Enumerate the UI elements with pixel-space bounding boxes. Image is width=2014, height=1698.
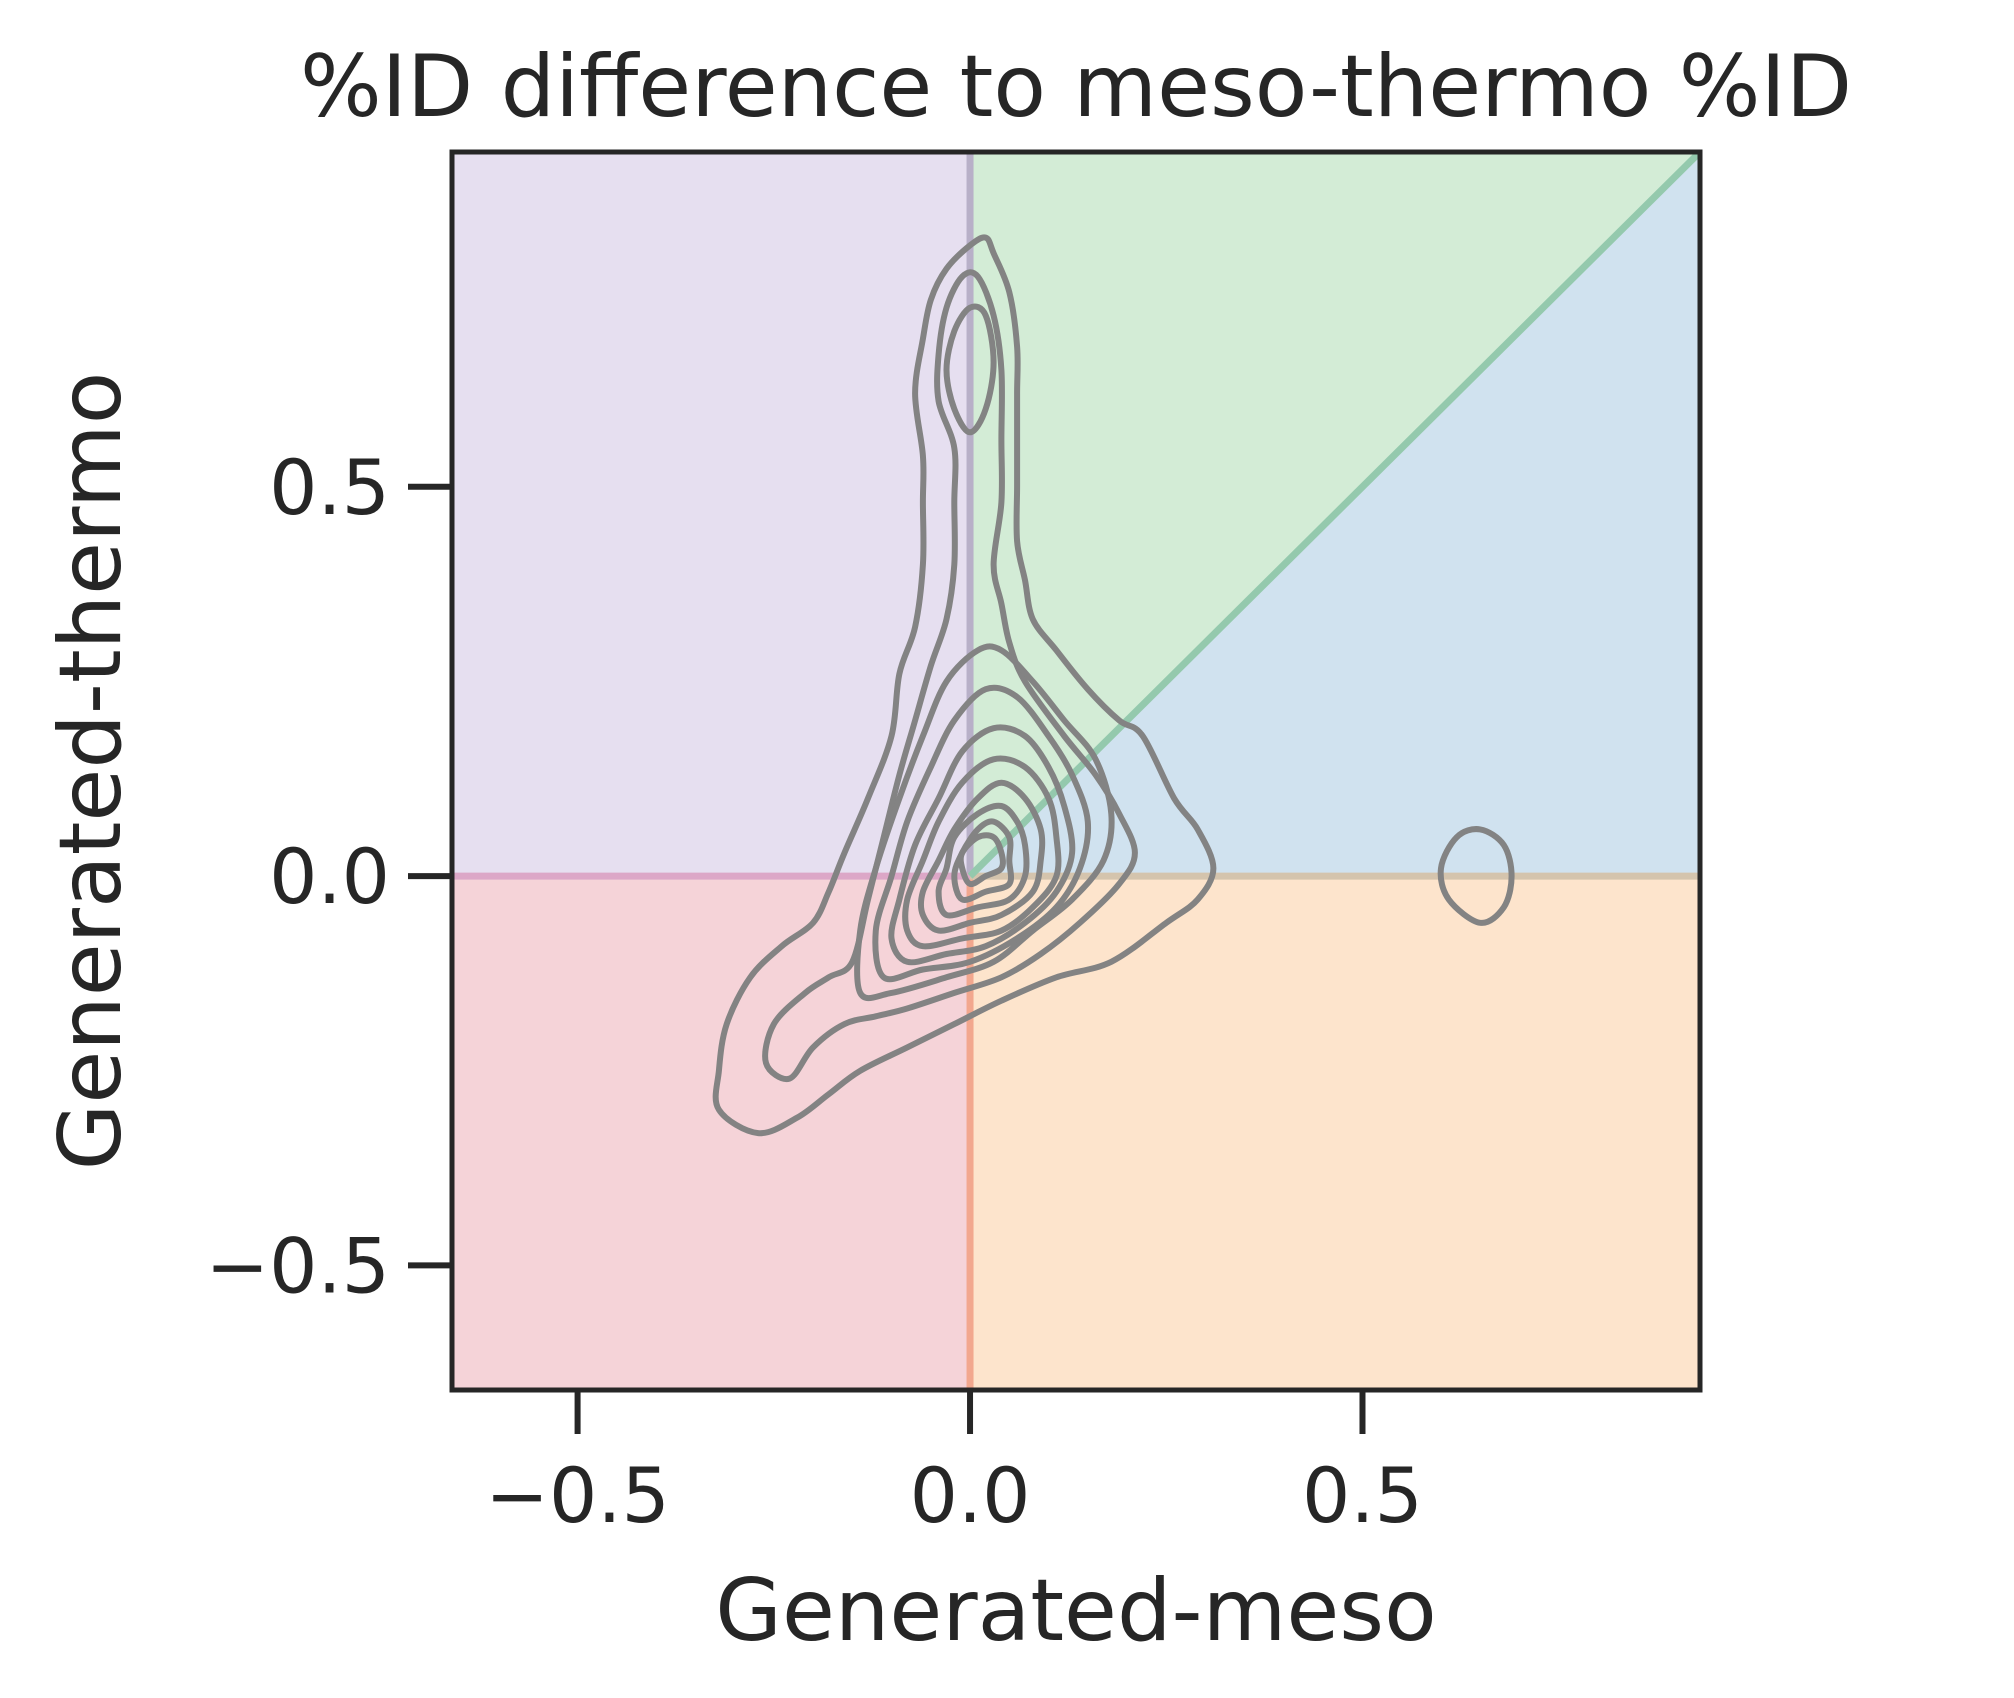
contour-line-4 (854, 643, 1115, 1002)
contour-line-9 (935, 802, 1030, 919)
y-tick-label: −0.5 (205, 1221, 390, 1310)
chart-title: %ID difference to meso-thermo %ID (300, 37, 1852, 137)
contour-line-3 (943, 303, 997, 436)
contour-line-10 (951, 818, 1015, 904)
x-axis-ticks: −0.5 0.0 0.5 (485, 1390, 1423, 1540)
y-axis-label: Generated-thermo (41, 372, 141, 1171)
x-tick-label: 0.5 (1302, 1451, 1423, 1540)
y-axis-ticks: −0.5 0.0 0.5 (205, 443, 452, 1310)
contour-line-5 (872, 684, 1092, 983)
y-tick-label: 0.5 (269, 443, 390, 532)
x-tick-label: −0.5 (485, 1451, 670, 1540)
plot-frame (449, 149, 1703, 1393)
kde-contours (712, 234, 1515, 1137)
region-upper-left (452, 152, 970, 877)
y-tick-label: 0.0 (269, 832, 390, 921)
x-axis-label: Generated-meso (715, 1561, 1436, 1661)
x-tick-label: 0.0 (910, 1451, 1031, 1540)
region-lower-left (452, 876, 970, 1390)
contour-line-1 (712, 234, 1217, 1137)
contour-line-7 (902, 755, 1062, 950)
contour-line-12 (1437, 826, 1515, 926)
region-lower-right (970, 876, 1700, 1390)
contour-line-11 (957, 832, 1006, 888)
contour-line-6 (888, 724, 1076, 966)
contour-line-8 (917, 779, 1046, 934)
